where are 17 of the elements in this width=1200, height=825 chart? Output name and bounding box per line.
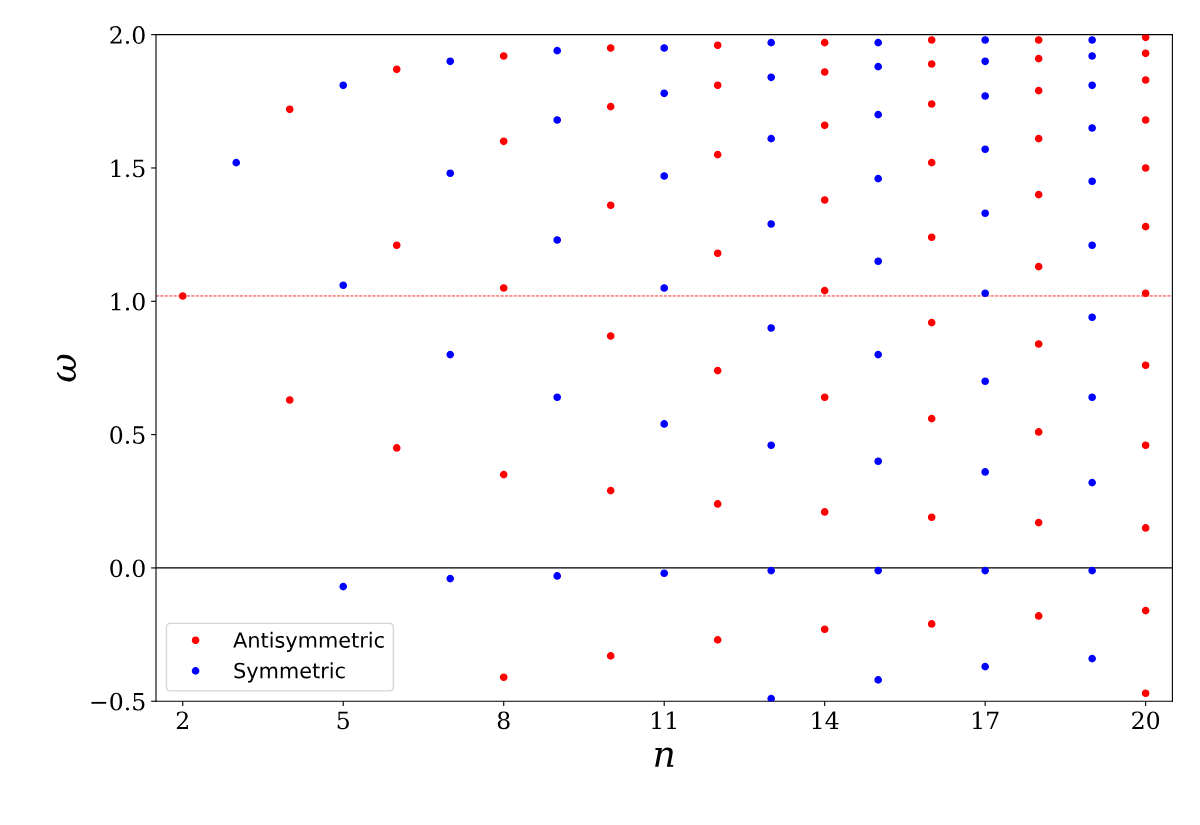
y-tick-label: 0.5 <box>110 426 145 444</box>
x-tick-label: 17 <box>973 711 999 729</box>
x-tick-label: 14 <box>812 711 839 729</box>
y-tick-label: −0.5 <box>91 692 145 711</box>
x-axis-title: n <box>655 747 674 767</box>
y-tick-label: 1.0 <box>111 292 145 311</box>
x-tick-label: 5 <box>337 711 349 730</box>
x-tick-label: 2 <box>176 711 188 729</box>
legend-label: Symmetric <box>234 662 345 683</box>
y-axis-title: ω <box>57 354 76 382</box>
legend-label: Antisymmetric <box>233 631 384 652</box>
x-tick-label: 20 <box>1132 711 1160 730</box>
y-tick-label: 2.0 <box>110 26 145 44</box>
y-tick-label: 0.0 <box>110 559 145 578</box>
y-tick-label: 1.5 <box>111 159 145 178</box>
x-tick-label: 8 <box>497 711 510 730</box>
x-tick-label: 11 <box>652 711 676 729</box>
